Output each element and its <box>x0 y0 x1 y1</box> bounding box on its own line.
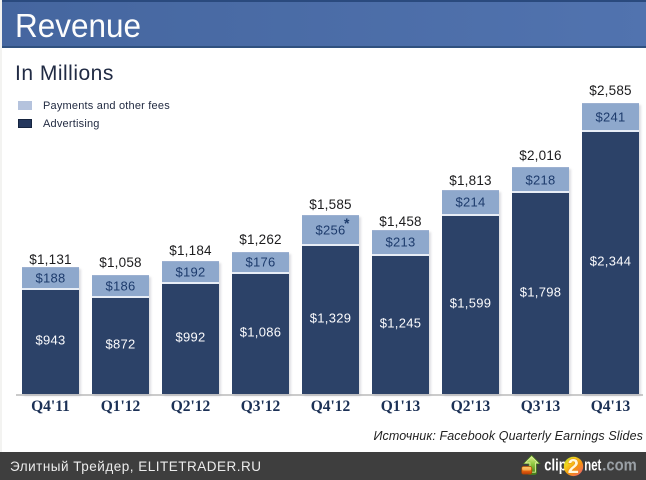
svg-text:clip: clip <box>544 456 567 474</box>
svg-text:net: net <box>584 456 601 474</box>
svg-text:2: 2 <box>568 456 579 478</box>
svg-text:.com: .com <box>602 456 637 474</box>
